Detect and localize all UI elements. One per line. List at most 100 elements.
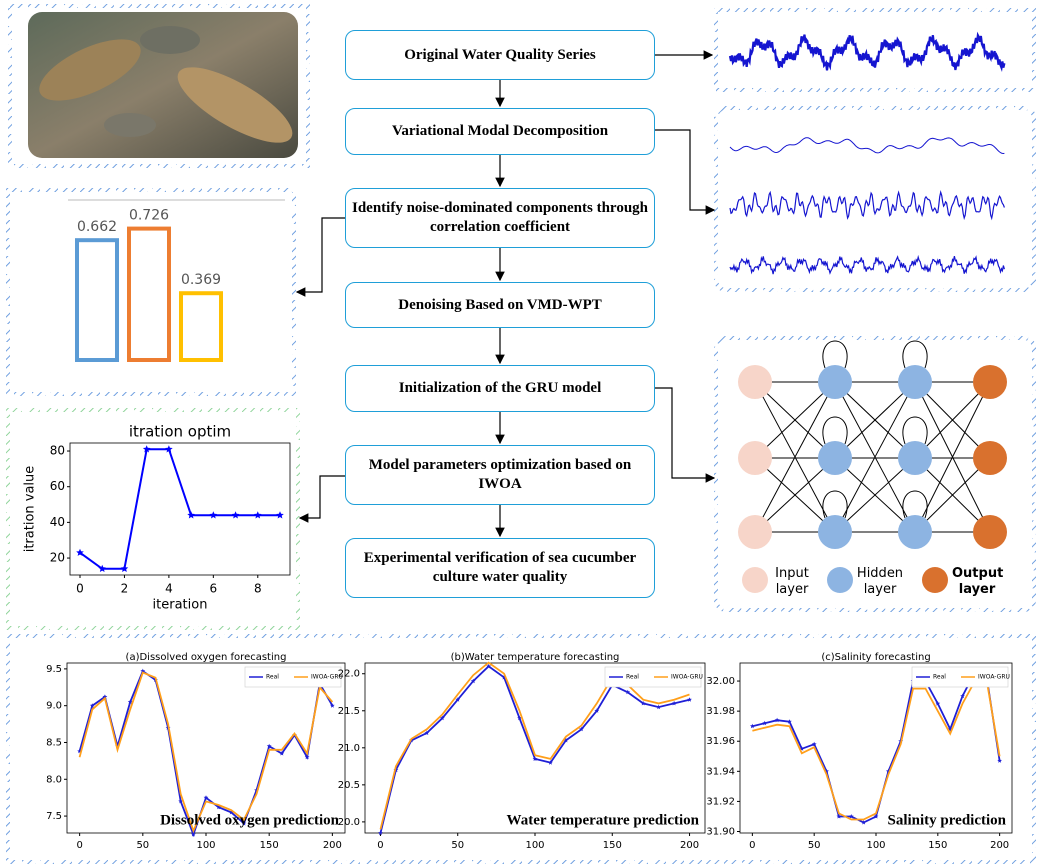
y-tick-label: 22.0 [338, 669, 360, 680]
y-tick-label: 40 [50, 515, 65, 529]
chart-title: (c)Salinity forecasting [821, 652, 930, 663]
chart-title: (a)Dissolved oxygen forecasting [126, 652, 287, 663]
neuron [898, 515, 932, 549]
neuron [738, 515, 772, 549]
neuron [818, 365, 852, 399]
marker [750, 724, 755, 729]
legend-swatch [742, 567, 768, 593]
x-axis-label: iteration [153, 598, 208, 613]
legend-label: IWOA-GRU [978, 674, 1010, 681]
marker [861, 820, 866, 825]
waveform [730, 256, 1004, 274]
marker [187, 511, 195, 518]
series-line [80, 671, 333, 834]
value-label: 0.726 [129, 208, 169, 224]
recurrent-loop [903, 341, 927, 368]
neuron [973, 365, 1007, 399]
y-tick-label: 21.5 [338, 706, 360, 717]
plot-frame [70, 443, 290, 575]
y-tick-label: 80 [50, 444, 65, 458]
annotation: Dissolved oxygen prediction [160, 812, 340, 828]
plot-frame [365, 663, 705, 833]
y-tick-label: 31.94 [706, 766, 735, 777]
photo [28, 12, 302, 158]
x-tick-label: 0 [749, 840, 755, 851]
x-tick-label: 100 [196, 840, 215, 851]
neuron [818, 515, 852, 549]
y-tick-label: 20 [50, 551, 65, 565]
marker [210, 511, 218, 518]
y-tick-label: 8.5 [46, 737, 62, 748]
y-tick-label: 31.98 [706, 706, 735, 717]
x-tick-label: 50 [451, 840, 464, 851]
x-tick-label: 0 [76, 581, 84, 595]
x-tick-label: 200 [323, 840, 342, 851]
x-tick-label: 0 [76, 840, 82, 851]
y-tick-label: 21.0 [338, 743, 360, 754]
legend-label: Input layer [767, 566, 817, 598]
y-tick-label: 31.90 [706, 826, 735, 837]
flow-step: Variational Modal Decomposition [345, 108, 655, 155]
x-tick-label: 2 [121, 581, 129, 595]
flow-step: Identify noise-dominated components thro… [345, 188, 655, 248]
flow-step: Initialization of the GRU model [345, 365, 655, 412]
legend-label: Real [626, 674, 639, 681]
marker [254, 511, 262, 518]
neuron [973, 515, 1007, 549]
waveform [730, 138, 1004, 154]
bar [181, 293, 221, 360]
series-line [381, 666, 690, 833]
marker [121, 565, 129, 572]
x-tick-label: 200 [990, 840, 1009, 851]
bar [129, 229, 169, 360]
x-tick-label: 0 [377, 840, 383, 851]
legend-label: Hidden layer [855, 566, 905, 598]
chart-title: itration optim [129, 423, 231, 441]
annotation: Salinity prediction [888, 812, 1007, 828]
y-tick-label: 60 [50, 479, 65, 493]
annotation: Water temperature prediction [507, 812, 700, 828]
waveform [730, 192, 1004, 218]
x-tick-label: 100 [866, 840, 885, 851]
marker [687, 697, 692, 702]
x-tick-label: 150 [603, 840, 622, 851]
x-tick-label: 6 [210, 581, 218, 595]
waveforms [730, 35, 1004, 275]
value-label: 0.369 [181, 272, 221, 288]
marker [997, 758, 1002, 763]
marker [656, 705, 661, 710]
page: 0.6620.7260.3692040608002468itration opt… [0, 0, 1039, 867]
x-tick-label: 50 [136, 840, 149, 851]
network [738, 341, 1007, 593]
y-tick-label: 20.5 [338, 780, 360, 791]
y-tick-label: 8.0 [46, 774, 62, 785]
recurrent-loop [823, 417, 847, 444]
x-tick-label: 150 [928, 840, 947, 851]
y-tick-label: 31.92 [706, 796, 735, 807]
marker [276, 511, 284, 518]
recurrent-loop [823, 341, 847, 368]
legend-label: Real [933, 674, 946, 681]
x-tick-label: 4 [165, 581, 173, 595]
series-line [752, 681, 999, 819]
waveform [730, 35, 1004, 71]
x-tick-label: 100 [525, 840, 544, 851]
series-line [381, 663, 690, 830]
flow-step: Experimental verification of sea cucumbe… [345, 538, 655, 598]
series-line [80, 449, 280, 569]
y-tick-label: 20.0 [338, 817, 360, 828]
flow-step: Original Water Quality Series [345, 30, 655, 80]
chart-title: (b)Water temperature forecasting [451, 652, 620, 663]
x-tick-label: 50 [808, 840, 821, 851]
neuron [818, 441, 852, 475]
flow-step: Model parameters optimization based on I… [345, 445, 655, 505]
legend-swatch [827, 567, 853, 593]
legend-label: IWOA-GRU [671, 674, 703, 681]
flow-step: Denoising Based on VMD-WPT [345, 282, 655, 328]
neuron [898, 365, 932, 399]
x-tick-label: 8 [254, 581, 262, 595]
bar [77, 240, 117, 360]
legend-label: Output layer [952, 566, 1002, 598]
y-tick-label: 9.0 [46, 701, 62, 712]
marker [232, 511, 240, 518]
